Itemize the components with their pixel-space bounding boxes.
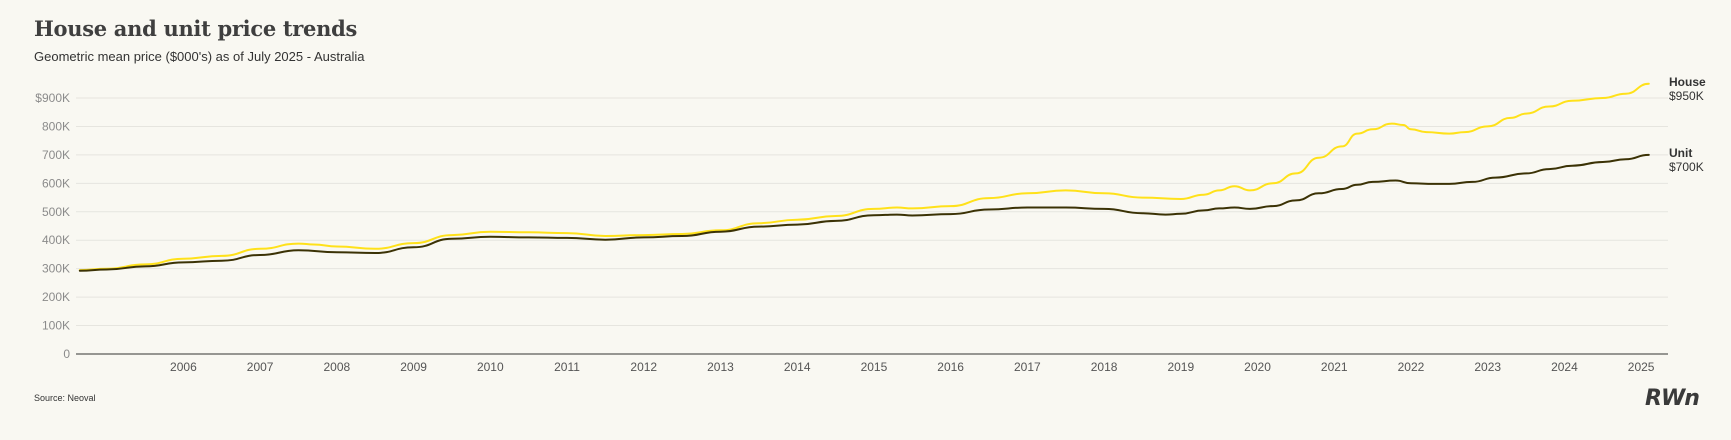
x-tick-label: 2012 <box>630 360 657 374</box>
x-tick-label: 2025 <box>1628 360 1655 374</box>
x-tick-label: 2024 <box>1551 360 1578 374</box>
series-name-unit: Unit <box>1669 146 1692 160</box>
x-tick-label: 2019 <box>1167 360 1194 374</box>
x-tick-label: 2011 <box>554 360 580 374</box>
y-tick-label: 700K <box>42 148 70 162</box>
x-tick-label: 2017 <box>1014 360 1041 374</box>
x-tick-label: 2015 <box>861 360 888 374</box>
y-tick-label: 800K <box>42 119 70 133</box>
series-end-value-unit: $700K <box>1669 160 1704 174</box>
x-tick-label: 2020 <box>1244 360 1271 374</box>
series-line-house <box>78 82 1650 272</box>
y-tick-label: 100K <box>42 319 70 333</box>
x-tick-label: 2006 <box>170 360 197 374</box>
x-tick-label: 2007 <box>247 360 274 374</box>
x-tick-label: 2010 <box>477 360 504 374</box>
x-tick-label: 2009 <box>400 360 427 374</box>
y-tick-label: 300K <box>42 262 70 276</box>
y-tick-label: 400K <box>42 233 70 247</box>
y-axis: 0 100K 200K 300K 400K 500K 600K 700K 800K $900K <box>35 91 70 361</box>
x-tick-label: 2016 <box>937 360 964 374</box>
x-tick-label: 2022 <box>1398 360 1425 374</box>
series-line-unit <box>78 153 1650 272</box>
series-lines <box>78 82 1650 272</box>
brand-logo: RWn <box>1645 386 1700 411</box>
x-tick-label: 2013 <box>707 360 734 374</box>
y-tick-label: 0 <box>63 347 70 361</box>
series-name-house: House <box>1669 75 1706 89</box>
chart-subtitle: Geometric mean price ($000's) as of July… <box>34 49 365 64</box>
y-tick-label: 600K <box>42 176 70 190</box>
y-tick-label: $900K <box>35 91 70 105</box>
chart-title: House and unit price trends <box>34 16 357 41</box>
x-tick-label: 2008 <box>324 360 351 374</box>
source-note: Source: Neoval <box>34 393 96 403</box>
x-axis: 2006 2007 2008 2009 2010 2011 2012 2013 2014 2015… <box>76 353 1668 374</box>
end-labels: House$950K Unit$700K <box>1669 75 1706 174</box>
x-tick-label: 2018 <box>1091 360 1118 374</box>
y-tick-label: 500K <box>42 205 70 219</box>
x-tick-label: 2021 <box>1321 360 1348 374</box>
gridlines <box>76 97 1668 327</box>
y-tick-label: 200K <box>42 290 70 304</box>
x-tick-label: 2014 <box>784 360 811 374</box>
x-tick-label: 2023 <box>1474 360 1501 374</box>
series-end-value-house: $950K <box>1669 89 1704 103</box>
